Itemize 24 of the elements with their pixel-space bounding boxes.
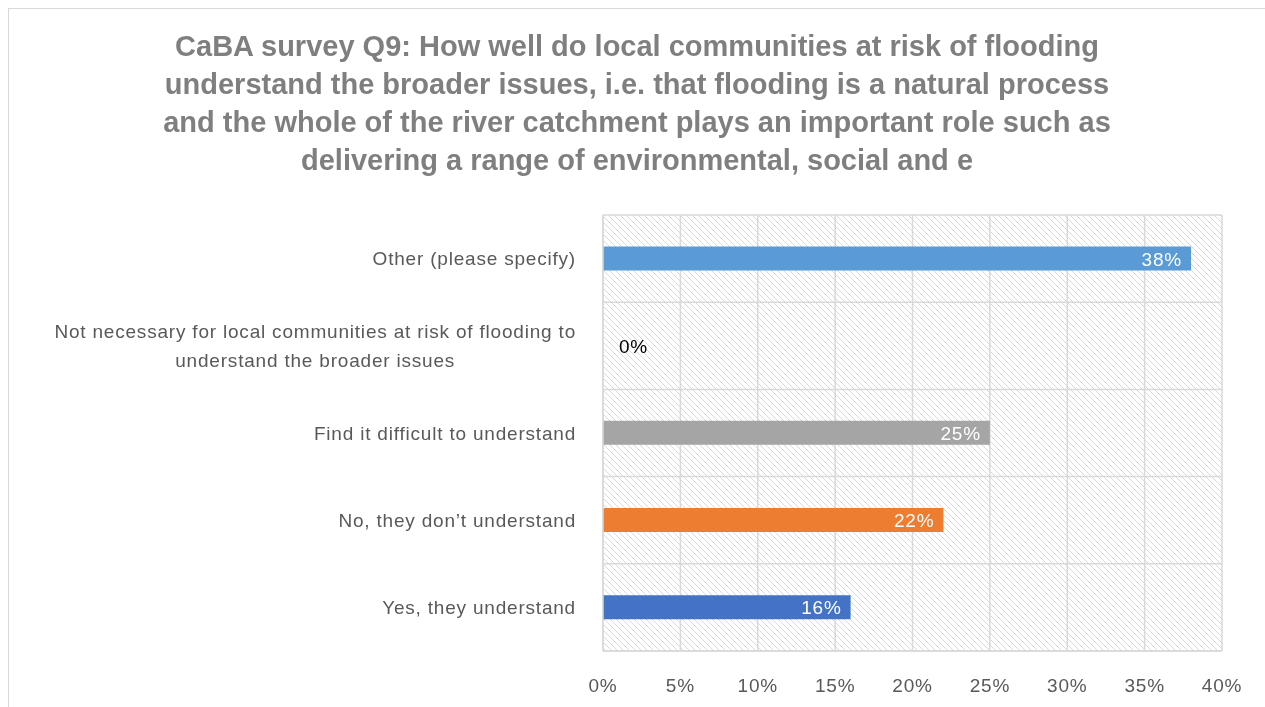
x-tick-label: 10% — [737, 675, 778, 697]
x-tick-label: 0% — [588, 675, 618, 697]
x-tick-label: 40% — [1201, 675, 1243, 697]
x-tick-label: 20% — [892, 675, 933, 697]
y-tick-label: Other (please specify) — [372, 248, 576, 270]
x-tick-label: 5% — [665, 675, 695, 697]
bar — [603, 246, 1192, 271]
bar — [603, 595, 851, 620]
y-tick-label: Yes, they understand — [382, 596, 576, 618]
data-label: 25% — [940, 422, 981, 444]
data-label: 38% — [1141, 248, 1183, 270]
x-tick-label: 15% — [814, 675, 856, 697]
y-tick-label: Find it difficult to understand — [313, 422, 576, 444]
x-tick-label: 35% — [1124, 675, 1165, 697]
data-label: 22% — [894, 509, 935, 531]
bar — [603, 507, 944, 532]
x-tick-label: 25% — [969, 675, 1011, 697]
bar — [603, 420, 990, 445]
y-tick-label: Not necessary for local communities at risk of flooding to understand the broader issues — [54, 320, 576, 371]
chart-title: CaBA survey Q9: How well do local communities at risk of flooding understand the broader issues, i.e. that flooding is a natural process and the whole of the river catchment plays an important role such as delivering a range of environmental, social and e — [162, 29, 1112, 178]
data-label: 16% — [801, 596, 842, 618]
y-tick-label: No, they don’t understand — [338, 509, 576, 531]
x-tick-label: 30% — [1047, 675, 1088, 697]
data-label: 0% — [619, 335, 649, 357]
